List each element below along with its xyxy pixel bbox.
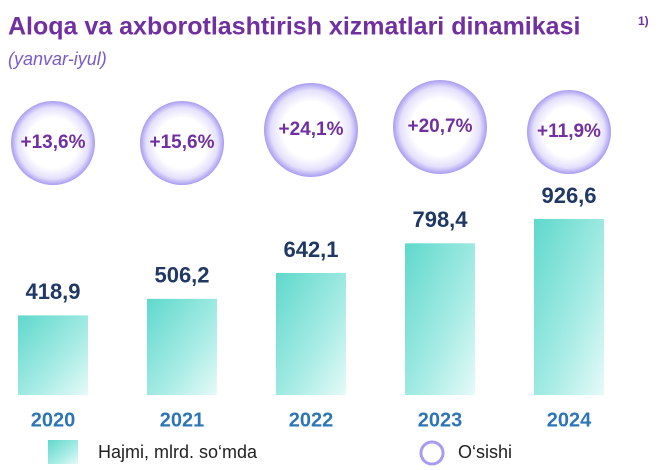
growth-bubble	[393, 80, 487, 174]
x-tick-label: 2023	[418, 409, 463, 431]
bar	[147, 298, 217, 395]
growth-bubble	[527, 90, 611, 174]
subtitle: (yanvar-iyul)	[8, 49, 107, 69]
x-tick-label: 2022	[289, 409, 334, 431]
growth-label: +24,1%	[279, 119, 344, 140]
legend-swatch	[48, 440, 78, 464]
growth-bubble	[140, 101, 224, 185]
x-tick-label: 2021	[160, 409, 205, 431]
growth-bubble	[264, 83, 358, 177]
bar	[276, 273, 346, 395]
legend-label: O‘sishi	[458, 442, 512, 462]
growth-label: +15,6%	[150, 132, 215, 153]
x-tick-label: 2024	[547, 409, 592, 431]
chart-title: Aloqa va axborotlashtirish xizmatlari di…	[8, 13, 580, 41]
title-note: 1)	[638, 14, 649, 28]
data-label: 798,4	[412, 207, 468, 232]
bar	[534, 218, 604, 395]
x-tick-label: 2020	[31, 409, 76, 431]
growth-label: +20,7%	[408, 116, 473, 137]
bar	[18, 315, 88, 395]
growth-label: +13,6%	[21, 132, 86, 153]
data-label: 418,9	[25, 279, 80, 304]
growth-bubble	[11, 101, 95, 185]
legend-swatch	[419, 440, 445, 466]
data-label: 642,1	[283, 237, 338, 262]
growth-label: +11,9%	[537, 121, 601, 142]
data-label: 506,2	[154, 263, 209, 288]
legend-label: Hajmi, mlrd. so‘mda	[98, 442, 258, 462]
bar	[405, 243, 475, 395]
data-label: 926,6	[541, 183, 596, 208]
